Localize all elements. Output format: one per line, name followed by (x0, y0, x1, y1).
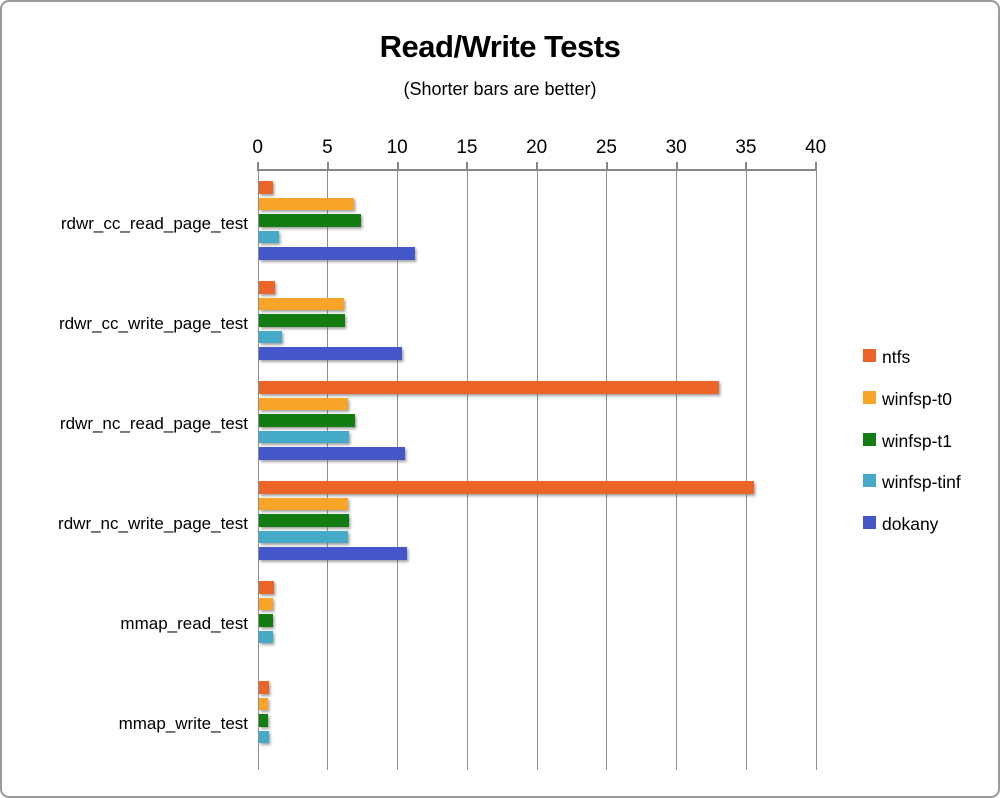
legend-swatch-dokany (863, 516, 876, 530)
bar-winfsp-tinf (258, 230, 279, 244)
x-gridline (815, 170, 817, 770)
x-tick-label: 30 (665, 137, 687, 158)
bar-winfsp-t1 (258, 714, 269, 727)
bar-ntfs (258, 681, 270, 694)
bar-winfsp-t1 (258, 514, 350, 527)
bar-winfsp-t1 (258, 614, 273, 627)
bar-winfsp-tinf (258, 530, 348, 544)
bar-winfsp-tinf (258, 430, 350, 444)
bar-winfsp-tinf (258, 630, 273, 644)
x-gridline (257, 170, 259, 770)
x-tickmark (815, 162, 818, 170)
bar-winfsp-t0 (258, 597, 273, 611)
legend-label: ntfs (882, 347, 911, 367)
x-tick-label: 35 (735, 137, 757, 158)
legend-swatch-winfsp-tinf (863, 474, 876, 488)
x-gridline (606, 170, 608, 770)
x-tickmark (257, 162, 260, 170)
x-tickmark (605, 162, 608, 170)
x-tick-label: 40 (805, 137, 827, 158)
category-label: rdwr_cc_read_page_test (60, 214, 248, 233)
bar-winfsp-tinf (258, 330, 282, 344)
x-tick-label: 10 (386, 137, 408, 158)
legend-label: winfsp-tinf (882, 472, 961, 493)
x-gridline (745, 170, 747, 770)
legend-label: dokany (882, 514, 939, 535)
x-axis-line (256, 169, 817, 171)
x-gridline (397, 170, 399, 770)
x-tickmark (396, 162, 399, 170)
x-tickmark (326, 162, 329, 170)
bar-winfsp-t0 (258, 497, 348, 511)
bar-winfsp-tinf (258, 730, 270, 744)
legend-label: winfsp-t1 (882, 430, 953, 451)
category-label: mmap_read_test (120, 614, 248, 633)
legend-swatch-winfsp-t1 (863, 432, 876, 446)
bar-winfsp-t0 (258, 397, 348, 411)
x-tickmark (745, 162, 748, 170)
bar-ntfs (258, 581, 275, 594)
x-tick-label: 0 (252, 137, 263, 158)
bar-ntfs (258, 481, 754, 494)
category-label: rdwr_cc_write_page_test (59, 314, 248, 333)
x-gridline (536, 170, 538, 770)
legend-swatch-ntfs (863, 349, 876, 362)
bar-winfsp-t1 (258, 314, 346, 327)
x-gridline (327, 170, 329, 770)
x-tickmark (675, 162, 678, 170)
category-label: rdwr_nc_read_page_test (59, 414, 248, 433)
x-tick-label: 25 (595, 137, 617, 158)
x-tick-label: 15 (456, 137, 478, 158)
category-label: mmap_write_test (118, 714, 248, 733)
category-label: rdwr_nc_write_page_test (58, 514, 248, 533)
bar-dokany (258, 547, 407, 560)
x-tick-label: 20 (526, 137, 548, 158)
x-tickmark (466, 162, 469, 170)
x-tick-label: 5 (322, 137, 333, 158)
bar-winfsp-t0 (258, 197, 354, 211)
bar-dokany (258, 447, 406, 460)
x-gridline (676, 170, 678, 770)
bar-winfsp-t0 (258, 697, 269, 711)
chart-subtitle: (Shorter bars are better) (403, 79, 597, 99)
bar-winfsp-t1 (258, 414, 355, 427)
bar-dokany (258, 347, 403, 360)
legend-label: winfsp-t0 (882, 388, 953, 409)
legend-swatch-winfsp-t0 (863, 390, 876, 404)
x-tickmark (536, 162, 539, 170)
bar-winfsp-t1 (258, 214, 361, 227)
bar-ntfs (258, 181, 273, 194)
bar-winfsp-t0 (258, 297, 344, 311)
chart-title: Read/Write Tests (379, 29, 621, 64)
x-gridline (466, 170, 468, 770)
bar-dokany (258, 247, 415, 260)
bar-ntfs (258, 381, 720, 394)
bar-ntfs (258, 281, 276, 294)
